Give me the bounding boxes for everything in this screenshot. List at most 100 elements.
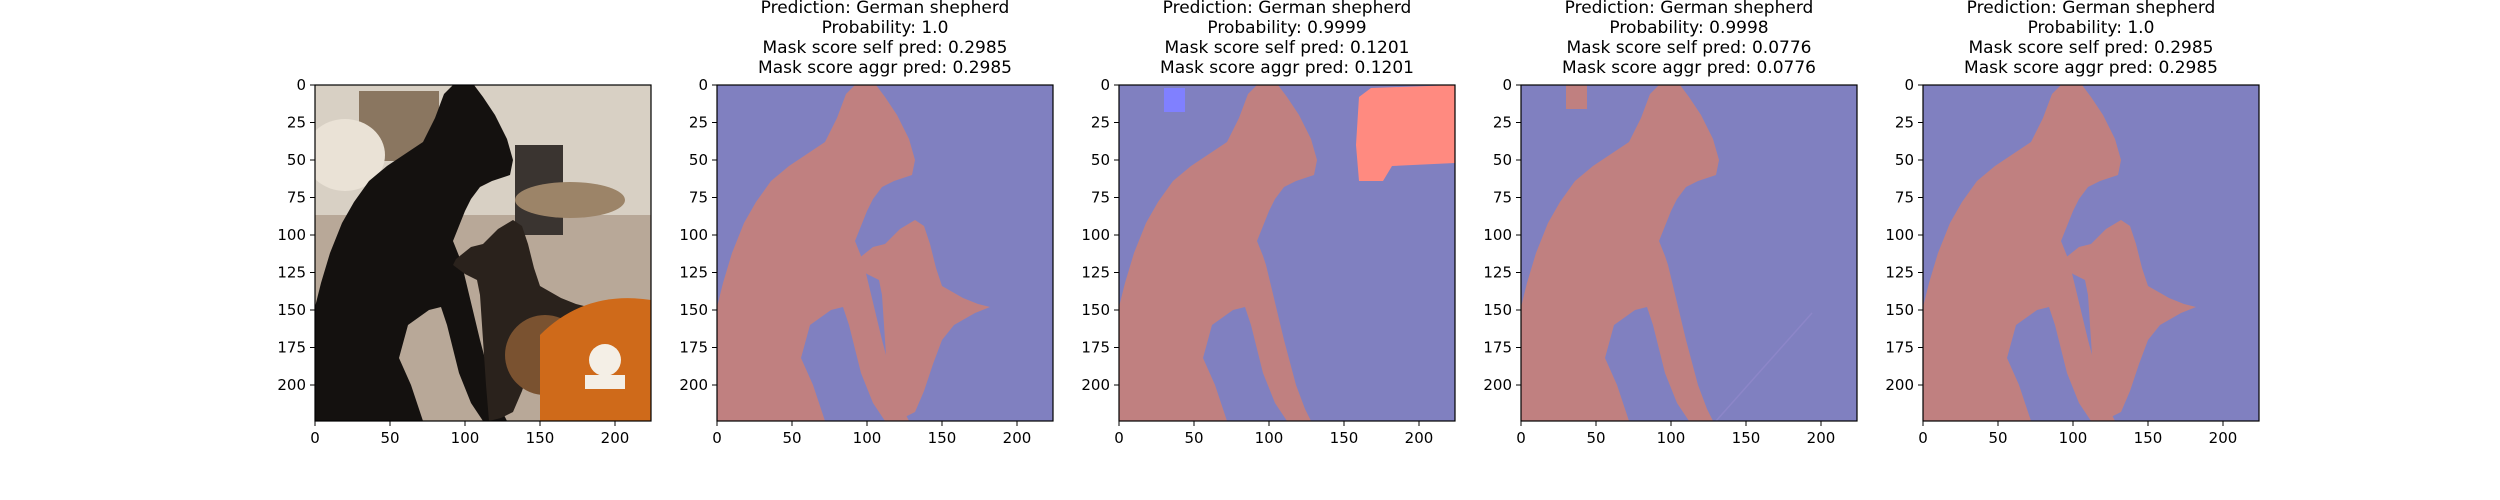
panel-title-line: Probability: 1.0 [2028,18,2155,38]
photo-content [315,85,651,421]
y-tick-label: 200 [679,376,708,394]
axes-frame [314,84,652,422]
y-tick-label: 0 [296,76,306,94]
y-tick-label: 75 [689,189,708,207]
mask-foreground-dog [1119,85,1317,421]
panel-title-line: Prediction: German shepherd [1565,0,1814,18]
y-tick-label: 125 [1885,264,1914,282]
y-tick-label: 175 [1483,339,1512,357]
x-tick-label: 200 [1405,429,1434,447]
panel-title-line: Mask score self pred: 0.1201 [1165,38,1410,58]
axes-frame [1118,84,1456,422]
y-tick-label: 0 [1904,76,1914,94]
y-tick-label: 25 [689,114,708,132]
x-tick-label: 150 [526,429,555,447]
y-tick-label: 125 [277,264,306,282]
y-tick-label: 50 [287,151,306,169]
mask-foreground-dog [717,85,915,421]
y-tick-label: 75 [1493,189,1512,207]
x-tick-label: 200 [1807,429,1836,447]
panel-title-line: Probability: 0.9999 [1207,18,1366,38]
x-tick-label: 150 [2134,429,2163,447]
y-tick-label: 0 [1100,76,1110,94]
y-tick-label: 150 [679,301,708,319]
panel-title-line: Prediction: German shepherd [1967,0,2216,18]
photo-black-dog [315,85,513,421]
panel-title-line: Prediction: German shepherd [1163,0,1412,18]
panel-input-image: 0 50 100 150 200 0 25 50 75 100 125 150 175 200 [277,76,652,447]
panel-mask-2: 0 50 100 150 200 0 25 50 75 100 125 150 175 200 Predic… [1081,0,1456,447]
x-tick-label: 150 [1732,429,1761,447]
x-tick-label: 200 [2209,429,2238,447]
y-tick-label: 175 [1081,339,1110,357]
x-tick-label: 50 [1184,429,1203,447]
x-tick-label: 150 [1330,429,1359,447]
mask-foreground-dog [1923,85,2121,421]
panel-title-line: Mask score self pred: 0.2985 [763,38,1008,58]
y-tick-label: 175 [1885,339,1914,357]
panel-title-line: Prediction: German shepherd [761,0,1010,18]
x-tick-label: 50 [782,429,801,447]
y-tick-label: 25 [287,114,306,132]
y-tick-label: 150 [277,301,306,319]
mask-highlight-square [1566,85,1587,109]
y-tick-label: 100 [277,226,306,244]
y-tick-label: 100 [1081,226,1110,244]
x-tick-label: 100 [2059,429,2088,447]
y-tick-label: 0 [1502,76,1512,94]
axes-frame [1922,84,2260,422]
y-tick-label: 175 [679,339,708,357]
panel-mask-3: 0 50 100 150 200 0 25 50 75 100 125 150 175 200 Predic… [1483,0,1858,447]
y-tick-label: 200 [1081,376,1110,394]
panel-title-line: Mask score self pred: 0.0776 [1567,38,1812,58]
photo-ball-print-bar [585,375,625,389]
mask-foreground-dog [1521,85,1719,421]
y-tick-label: 25 [1493,114,1512,132]
x-tick-label: 200 [601,429,630,447]
x-tick-label: 0 [310,429,320,447]
y-tick-label: 75 [1895,189,1914,207]
photo-ball-print [589,344,621,376]
photo-white-dog [315,119,385,191]
panel-title-line: Mask score aggr pred: 0.2985 [758,58,1012,78]
x-tick-label: 150 [928,429,957,447]
x-tick-label: 0 [1114,429,1124,447]
y-tick-label: 0 [698,76,708,94]
y-tick-label: 25 [1091,114,1110,132]
y-tick-label: 100 [679,226,708,244]
x-tick-label: 0 [712,429,722,447]
x-tick-label: 200 [1003,429,1032,447]
photo-floor-dog [515,182,625,218]
mask-foreground-puppy [2061,220,2196,421]
y-tick-label: 50 [689,151,708,169]
x-tick-label: 0 [1918,429,1928,447]
y-tick-label: 75 [1091,189,1110,207]
x-tick-label: 0 [1516,429,1526,447]
panel-title-line: Probability: 1.0 [822,18,949,38]
panel-title-line: Mask score self pred: 0.2985 [1969,38,2214,58]
y-tick-label: 50 [1091,151,1110,169]
y-tick-label: 200 [1885,376,1914,394]
y-tick-label: 150 [1483,301,1512,319]
panel-mask-1: 0 50 100 150 200 0 25 50 75 100 125 150 175 200 Predic… [679,0,1054,447]
axes-frame [716,84,1054,422]
x-tick-label: 100 [1255,429,1284,447]
y-tick-label: 200 [277,376,306,394]
panel-title-line: Mask score aggr pred: 0.2985 [1964,58,2218,78]
y-tick-label: 25 [1895,114,1914,132]
x-tick-label: 50 [1988,429,2007,447]
panel-title-line: Mask score aggr pred: 0.0776 [1562,58,1816,78]
photo-puppy [453,220,588,421]
mask-highlight-blue [1164,88,1185,112]
y-tick-label: 150 [1081,301,1110,319]
y-tick-label: 125 [1483,264,1512,282]
x-tick-label: 100 [1657,429,1686,447]
x-tick-label: 100 [853,429,882,447]
y-tick-label: 200 [1483,376,1512,394]
panel-mask-4: 0 50 100 150 200 0 25 50 75 100 125 150 175 200 Predic… [1885,0,2260,447]
x-tick-label: 50 [1586,429,1605,447]
y-tick-label: 125 [679,264,708,282]
y-tick-label: 150 [1885,301,1914,319]
panel-title-line: Mask score aggr pred: 0.1201 [1160,58,1414,78]
